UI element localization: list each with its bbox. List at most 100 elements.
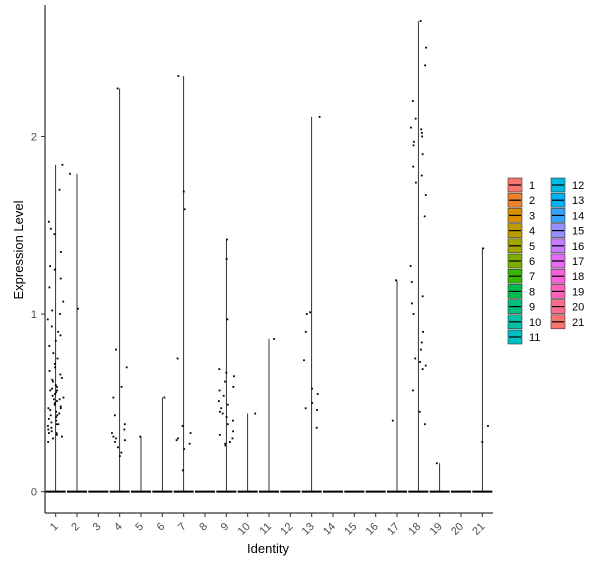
legend-label: 2 — [529, 195, 535, 207]
data-point — [115, 348, 117, 351]
data-point — [51, 309, 54, 312]
data-point — [175, 439, 178, 442]
data-point — [52, 380, 54, 383]
data-point — [424, 64, 427, 67]
data-point — [226, 403, 229, 406]
data-point — [225, 258, 228, 260]
data-point — [55, 432, 58, 434]
data-point — [419, 348, 422, 351]
data-point — [56, 414, 59, 417]
data-point — [219, 410, 221, 413]
data-point — [113, 414, 116, 417]
data-point — [177, 75, 180, 77]
y-axis-ticks: 0 1 2 — [31, 131, 45, 499]
data-point — [54, 366, 57, 369]
data-point — [48, 286, 51, 289]
x-tick-label: 11 — [258, 521, 275, 538]
data-point — [412, 313, 415, 315]
data-point — [421, 295, 424, 298]
data-point — [53, 403, 56, 406]
x-tick-label: 16 — [364, 521, 381, 538]
data-point — [53, 233, 56, 236]
legend-label: 21 — [572, 317, 584, 329]
data-point — [61, 163, 64, 166]
legend-label: 5 — [529, 241, 535, 253]
data-point — [51, 394, 54, 397]
x-tick-label: 3 — [91, 521, 104, 534]
data-point — [54, 384, 57, 387]
legend-label: 20 — [572, 302, 584, 314]
x-axis-label: Identity — [247, 541, 289, 556]
x-tick-label: 18 — [406, 521, 423, 538]
data-point — [318, 116, 321, 118]
data-point — [57, 423, 60, 426]
data-point — [412, 144, 415, 147]
x-tick-label: 15 — [342, 521, 359, 538]
x-tick-label: 10 — [236, 521, 253, 538]
data-point — [220, 407, 223, 410]
data-point — [51, 378, 54, 381]
data-point — [52, 352, 55, 355]
data-point — [163, 396, 166, 399]
data-point — [116, 87, 119, 90]
legend-label: 17 — [572, 256, 584, 268]
data-point — [419, 361, 421, 363]
data-point — [410, 126, 412, 129]
data-point — [419, 20, 422, 22]
data-point — [181, 425, 184, 427]
data-point — [482, 247, 485, 250]
data-point — [226, 238, 228, 241]
data-point — [481, 441, 484, 443]
data-point — [420, 341, 423, 344]
data-point — [225, 416, 228, 418]
x-tick-label: 12 — [278, 521, 295, 538]
data-point — [55, 419, 58, 422]
data-point — [49, 414, 52, 417]
x-tick-label: 21 — [470, 521, 487, 538]
data-point — [411, 389, 414, 392]
data-point — [315, 426, 318, 429]
x-tick-label: 20 — [449, 521, 466, 538]
data-point — [58, 412, 61, 415]
data-point — [421, 153, 424, 156]
data-point — [58, 188, 61, 191]
data-point — [61, 435, 63, 438]
data-point — [183, 208, 186, 211]
data-point — [305, 313, 308, 315]
legend-label: 1 — [529, 180, 535, 192]
legend-label: 3 — [529, 210, 535, 222]
data-point — [50, 325, 53, 328]
legend-label: 4 — [529, 226, 535, 238]
y-tick-label: 1 — [31, 309, 37, 321]
data-point — [59, 250, 62, 253]
data-point — [395, 279, 397, 282]
data-point — [183, 448, 186, 450]
data-point — [59, 313, 61, 315]
legend-label: 15 — [572, 226, 584, 238]
data-point — [46, 318, 49, 321]
data-point — [233, 375, 235, 378]
data-point — [309, 311, 311, 314]
data-point — [59, 373, 62, 376]
data-point — [50, 421, 53, 424]
data-point — [55, 410, 58, 413]
data-point — [316, 409, 318, 411]
data-point — [421, 135, 424, 138]
legend-label: 6 — [529, 256, 535, 268]
x-axis-ticks: 1 2 3 4 5 6 7 8 9 10 11 12 13 14 15 16 17 18 19 20 21 — [48, 513, 487, 538]
data-point — [51, 387, 53, 390]
data-point — [62, 300, 65, 303]
data-point — [54, 362, 56, 365]
x-tick-label: 5 — [133, 521, 146, 534]
x-tick-label: 4 — [112, 521, 125, 534]
data-point — [421, 368, 424, 371]
legend-label: 12 — [572, 180, 584, 192]
data-point — [69, 172, 71, 175]
data-point — [114, 441, 116, 443]
data-point — [49, 227, 52, 230]
data-point — [217, 400, 220, 402]
data-point — [47, 432, 50, 434]
data-point — [188, 442, 191, 445]
data-point — [77, 307, 79, 310]
data-point — [420, 174, 423, 177]
